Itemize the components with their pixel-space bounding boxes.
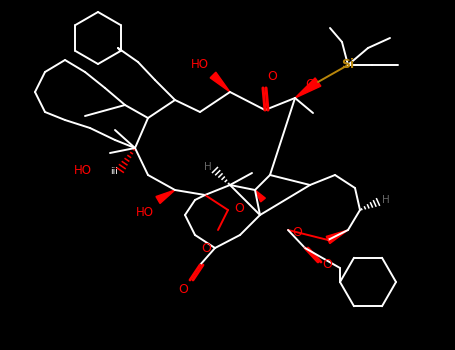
Text: O: O xyxy=(292,225,302,238)
Polygon shape xyxy=(210,72,230,92)
Polygon shape xyxy=(255,190,265,202)
Polygon shape xyxy=(295,78,321,98)
Text: O: O xyxy=(178,283,188,296)
Text: HO: HO xyxy=(136,206,154,219)
Polygon shape xyxy=(156,190,175,203)
Text: O: O xyxy=(305,77,315,91)
Text: iii: iii xyxy=(110,167,118,175)
Text: HO: HO xyxy=(191,58,209,71)
Text: Si: Si xyxy=(341,58,354,71)
Text: H: H xyxy=(382,195,390,205)
Text: HO: HO xyxy=(74,163,92,176)
Text: O: O xyxy=(201,241,211,254)
Polygon shape xyxy=(326,230,348,244)
Text: O: O xyxy=(234,202,244,215)
Text: O: O xyxy=(267,70,277,83)
Text: H: H xyxy=(204,162,212,172)
Text: O: O xyxy=(322,258,332,271)
